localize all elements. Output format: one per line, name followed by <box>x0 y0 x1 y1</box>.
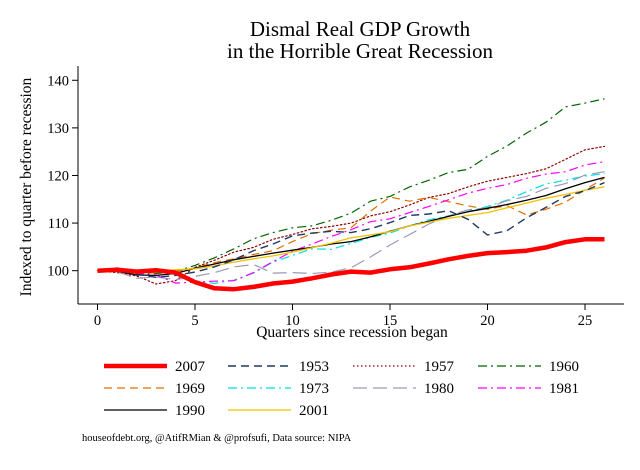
legend: 2007 1953 1957 1960 1969 1973 1980 1981 1990 2001 <box>104 359 579 419</box>
y-tick-label: 100 <box>47 264 69 280</box>
legend-label-1953: 1953 <box>299 359 329 375</box>
legend-label-1969: 1969 <box>175 381 205 397</box>
series-line-1981 <box>97 161 605 284</box>
legend-label-1960: 1960 <box>549 359 579 375</box>
series-line-1990 <box>97 176 605 277</box>
chart-title-line-2: in the Horrible Great Recession <box>227 39 493 63</box>
legend-label-1990: 1990 <box>175 403 205 419</box>
series-lines <box>96 98 606 292</box>
x-tick-label: 15 <box>383 313 398 329</box>
legend-label-1981: 1981 <box>549 381 579 397</box>
y-tick-label: 110 <box>48 216 69 232</box>
chart-title-line-1: Dismal Real GDP Growth <box>250 17 471 41</box>
x-tick-label: 10 <box>285 313 300 329</box>
legend-label-1980: 1980 <box>424 381 454 397</box>
legend-label-1957: 1957 <box>424 359 455 375</box>
series-line-2007 <box>97 237 605 292</box>
chart-title: Dismal Real GDP Growth in the Horrible G… <box>227 17 493 63</box>
plot-area <box>77 66 624 305</box>
y-tick-label: 130 <box>47 121 69 137</box>
source-note: houseofdebt.org, @AtifRMian & @profsufi,… <box>82 433 352 444</box>
legend-label-1973: 1973 <box>299 381 329 397</box>
x-axis: 0 5 10 15 20 25 <box>94 304 592 329</box>
x-tick-label: 5 <box>191 313 198 329</box>
series-line-1973 <box>97 173 605 285</box>
series-line-1969 <box>97 177 605 275</box>
x-tick-label: 20 <box>480 313 495 329</box>
x-tick-label: 25 <box>578 313 593 329</box>
legend-label-2007: 2007 <box>175 359 206 375</box>
x-axis-label: Quarters since recession began <box>256 324 448 341</box>
series-line-1960 <box>97 98 605 275</box>
y-axis-label: Indexed to quarter before recession <box>18 77 35 296</box>
y-tick-label: 140 <box>47 73 69 89</box>
series-line-1980 <box>97 171 605 281</box>
x-tick-label: 0 <box>94 313 101 329</box>
legend-label-2001: 2001 <box>299 403 329 419</box>
series-line-2001 <box>97 186 605 273</box>
y-tick-label: 120 <box>47 168 69 184</box>
y-axis: 100 110 120 130 140 <box>47 73 78 280</box>
